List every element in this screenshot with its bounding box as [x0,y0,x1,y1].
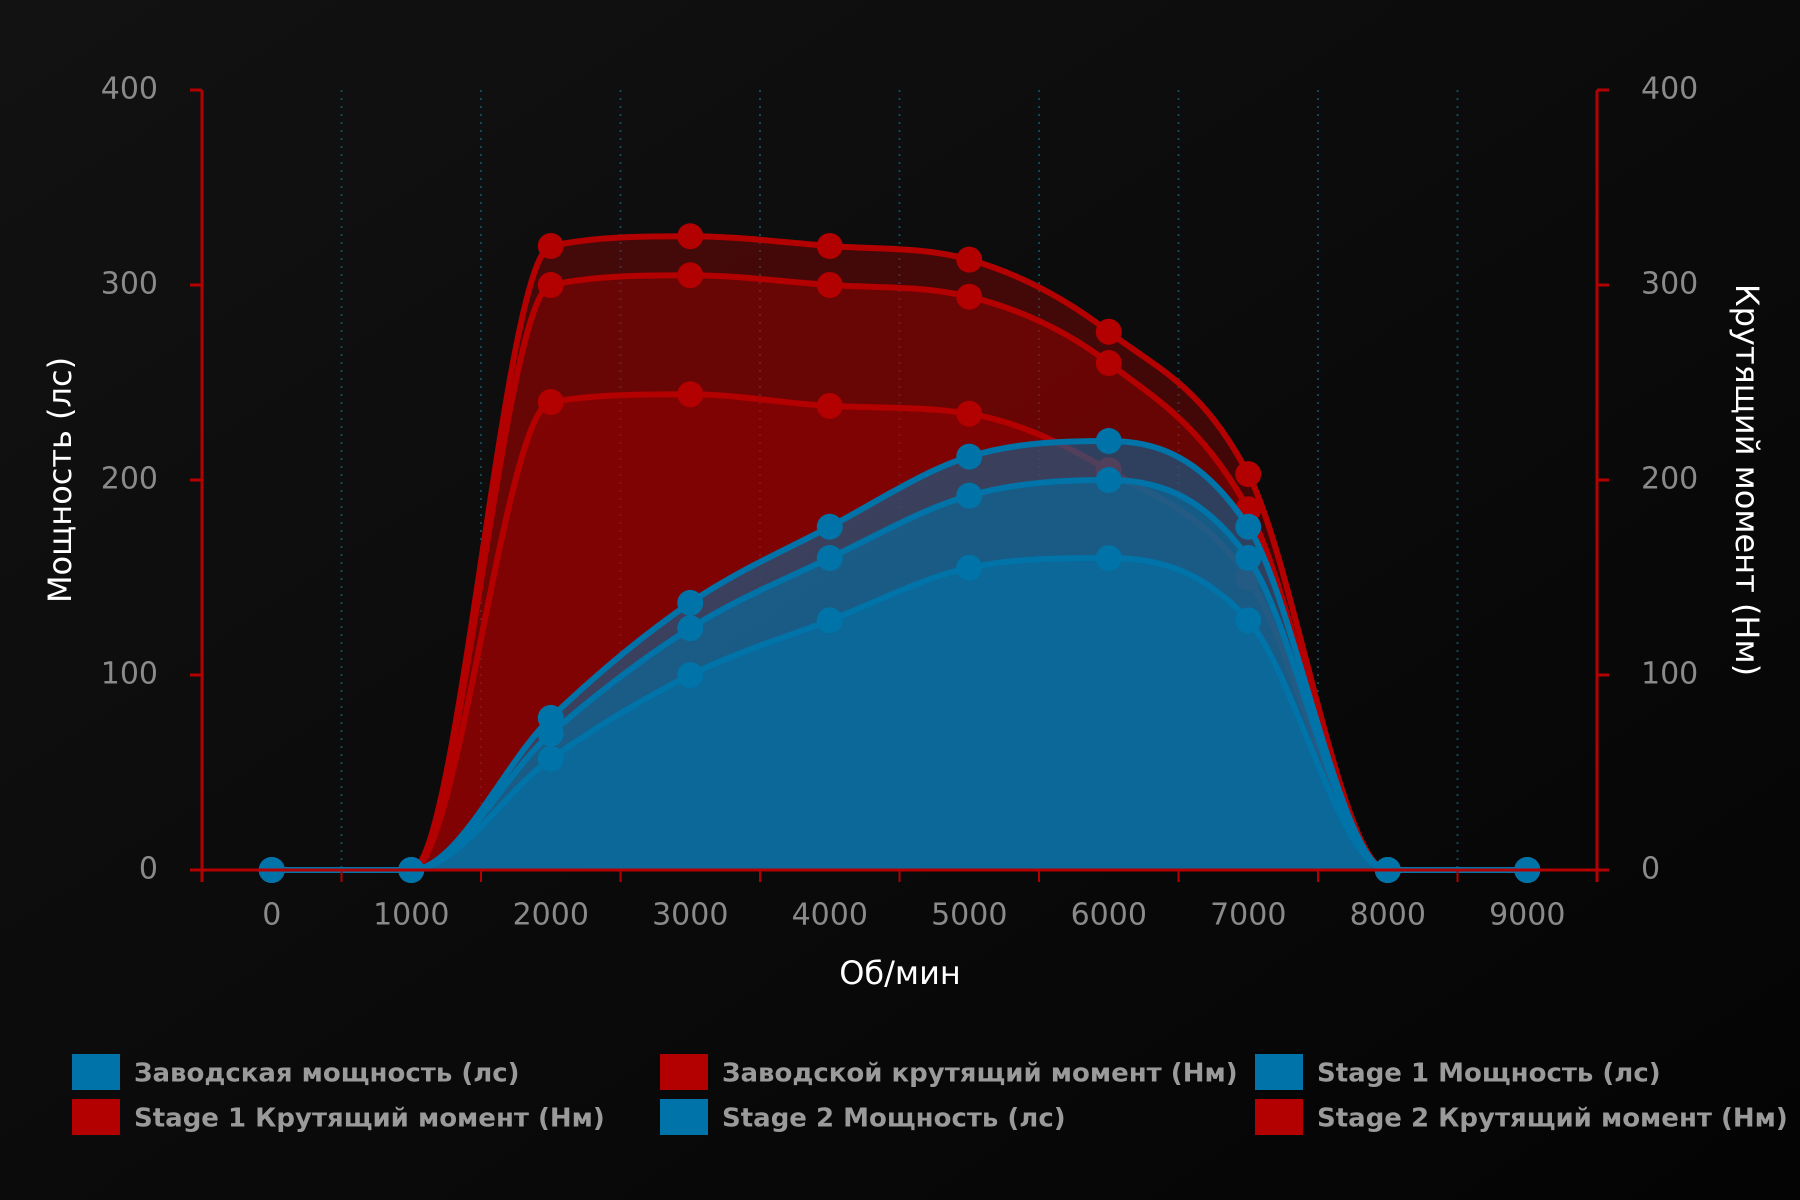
data-point [677,262,704,289]
data-point [1235,607,1262,634]
legend-item[interactable]: Stage 2 Крутящий момент (Нм) [1255,1099,1788,1135]
data-point [537,272,564,298]
series-line [271,554,1528,874]
x-tick-label: 0 [262,898,281,933]
data-point [537,233,564,259]
data-point [956,443,983,470]
data-point [816,607,843,634]
y-tick-label: 100 [101,657,158,692]
y-axis-title: Мощность (лс) [41,357,79,603]
legend-label: Stage 1 Крутящий момент (Нм) [134,1104,605,1134]
series-line [271,476,1528,874]
x-tick-label: 1000 [373,898,449,933]
data-point [677,223,704,250]
legend-label: Заводской крутящий момент (Нм) [722,1059,1238,1089]
y-tick-label: 300 [101,267,158,302]
y2-tick-label: 400 [1641,72,1698,107]
data-point [677,381,704,408]
data-point [816,233,843,259]
data-point [1095,467,1122,493]
data-point [956,400,983,427]
data-point [956,482,983,509]
y2-tick-label: 0 [1641,852,1660,887]
data-point [956,554,983,581]
x-tick-label: 7000 [1210,898,1286,933]
x-tick-label: 8000 [1350,898,1426,933]
data-point [816,392,843,419]
y2-tick-label: 300 [1641,267,1698,302]
legend-label: Заводская мощность (лс) [134,1059,520,1089]
data-point [1235,461,1262,488]
series-line [271,437,1528,874]
legend-label: Stage 2 Мощность (лс) [722,1104,1066,1134]
data-point [816,545,843,571]
data-point [537,389,564,415]
data-point [677,662,704,688]
legend-swatch [72,1099,120,1135]
legend-item[interactable]: Заводская мощность (лс) [72,1054,520,1090]
x-tick-label: 4000 [792,898,868,933]
legend-item[interactable]: Stage 1 Мощность (лс) [1255,1054,1661,1090]
x-tick-label: 3000 [652,898,728,933]
y-tick-label: 0 [139,852,158,887]
x-tick-label: 9000 [1489,898,1565,933]
legend-swatch [1255,1099,1303,1135]
data-point [1235,545,1262,571]
data-point [537,745,564,772]
legend-item[interactable]: Stage 2 Мощность (лс) [660,1099,1066,1135]
x-tick-label: 5000 [931,898,1007,933]
x-tick-label: 2000 [513,898,589,933]
data-point [1235,513,1262,540]
legend-label: Stage 1 Мощность (лс) [1317,1059,1661,1089]
data-point [816,513,843,540]
data-point [956,246,983,273]
data-point [1095,318,1122,345]
x-axis-title: Об/мин [839,954,961,992]
data-point [816,272,843,298]
legend-swatch [660,1099,708,1135]
data-point [677,589,704,616]
data-point [1095,545,1122,571]
series-area [271,558,1528,870]
y2-tick-label: 100 [1641,657,1698,692]
legend-swatch [72,1054,120,1090]
legend-label: Stage 2 Крутящий момент (Нм) [1317,1104,1788,1134]
legend-swatch [1255,1054,1303,1090]
y-tick-label: 200 [101,462,158,497]
legend-swatch [660,1054,708,1090]
data-point [677,615,704,642]
x-tick-label: 6000 [1071,898,1147,933]
data-point [537,720,564,747]
legend-item[interactable]: Заводской крутящий момент (Нм) [660,1054,1238,1090]
data-point [956,283,983,310]
y2-axis-title: Крутящий момент (Нм) [1728,284,1766,676]
y-tick-label: 400 [101,72,158,107]
y2-tick-label: 200 [1641,462,1698,497]
legend-item[interactable]: Stage 1 Крутящий момент (Нм) [72,1099,605,1135]
data-point [1095,350,1122,376]
data-point [1095,428,1122,454]
